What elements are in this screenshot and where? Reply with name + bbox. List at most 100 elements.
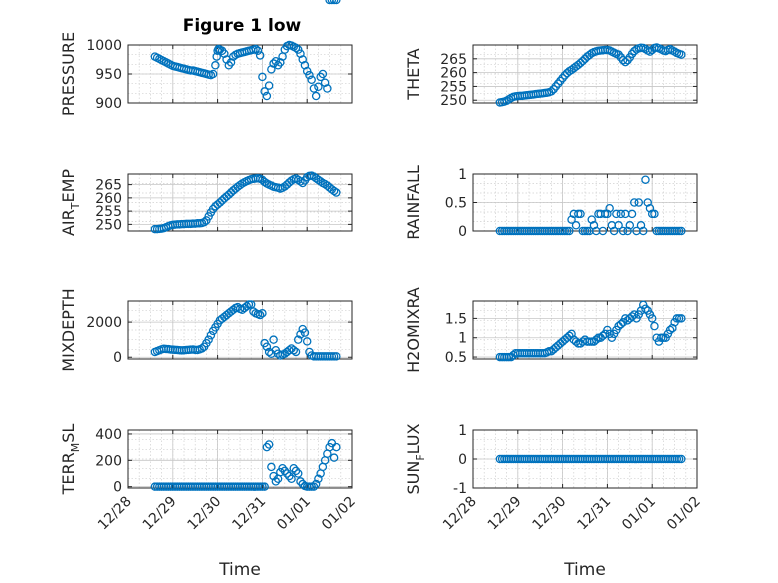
data-point (614, 221, 623, 230)
data-point (289, 463, 299, 473)
x-tick-label: 12/31 (229, 494, 269, 534)
series-h2omixra (495, 300, 686, 362)
y-axis-label: RAINFALL (404, 165, 423, 240)
data-point (547, 87, 556, 96)
data-point (625, 221, 635, 230)
y-axis-label: MIXDEPTH (59, 288, 78, 371)
data-point (271, 477, 281, 486)
series-rainfall (495, 175, 686, 236)
data-point (650, 209, 659, 219)
data-point (677, 314, 686, 323)
y-tick-label: 260 (95, 191, 122, 207)
data-point (264, 440, 274, 449)
data-point (609, 226, 619, 236)
y-tick-label: 1000 (86, 38, 122, 54)
series-pressure (150, 0, 341, 101)
data-point (641, 175, 650, 184)
subplot-rainfall: 0 0.5 1 RAINFALL (404, 165, 698, 240)
x-tick-label: 01/02 (664, 494, 704, 534)
y-tick-label: 0 (458, 224, 467, 240)
data-point (222, 192, 231, 201)
data-point (677, 454, 686, 464)
data-point (677, 226, 686, 236)
data-point (307, 75, 316, 85)
data-point (211, 61, 220, 70)
data-point (278, 463, 287, 473)
y-axis-label: H2OMIXRA (404, 287, 423, 373)
data-point (293, 469, 303, 478)
data-point (647, 314, 657, 323)
data-point (665, 325, 675, 335)
x-axis-label: Time (218, 560, 261, 580)
series-mixdepth (150, 300, 341, 361)
y-tick-label: 0.5 (445, 350, 467, 366)
data-point (571, 221, 581, 230)
data-point (255, 310, 265, 320)
y-tick-label: 2000 (86, 315, 122, 331)
data-point (282, 469, 292, 478)
data-point (623, 226, 632, 236)
data-point (262, 442, 272, 452)
figure-title: Figure 1 low (183, 16, 302, 36)
data-point (618, 226, 628, 236)
data-point (585, 50, 594, 60)
data-point (314, 82, 323, 92)
data-point (616, 209, 626, 219)
data-point (332, 0, 341, 5)
series-theta (495, 43, 686, 107)
data-point (255, 51, 265, 60)
data-point (309, 482, 319, 491)
data-point (208, 204, 218, 214)
data-point (645, 203, 655, 213)
y-axis-label: THETA (404, 48, 423, 100)
data-point (269, 335, 278, 344)
data-point (565, 226, 574, 236)
y-tick-label: -1 (453, 481, 467, 497)
data-point (311, 479, 321, 489)
data-point (576, 209, 585, 219)
data-point (630, 198, 639, 207)
data-point (634, 198, 644, 207)
data-point (329, 453, 339, 462)
data-point (291, 347, 301, 357)
y-tick-label: 900 (95, 96, 122, 112)
data-point (289, 345, 299, 355)
data-point (332, 442, 341, 452)
data-point (197, 344, 207, 353)
data-point (316, 177, 325, 186)
data-point (271, 56, 281, 66)
data-point (258, 72, 267, 82)
data-point (638, 226, 648, 236)
data-point (291, 466, 301, 476)
data-point (291, 43, 301, 53)
data-point (314, 474, 323, 484)
x-tick-label: 12/28 (440, 494, 480, 534)
data-point (206, 331, 216, 340)
data-point (332, 188, 341, 197)
y-tick-label: 1 (458, 167, 467, 183)
data-point (253, 46, 263, 56)
data-point (242, 302, 251, 311)
data-point (212, 52, 221, 61)
data-point (199, 218, 209, 227)
x-tick-label: 12/30 (185, 494, 225, 534)
y-tick-label: 1 (458, 423, 467, 439)
data-point (264, 81, 274, 90)
data-point (204, 335, 213, 344)
data-point (305, 70, 314, 80)
axes-box (127, 300, 353, 360)
axes-box (472, 300, 698, 360)
data-point (616, 319, 626, 329)
subplot-sun_flux: -1 0 1 SUNFLUX 12/28 12/29 12/30 12/31 01/01 01/0… (404, 423, 704, 580)
y-tick-label: 1.5 (445, 311, 467, 327)
y-tick-label: 0.5 (445, 196, 467, 212)
data-point (208, 69, 218, 79)
data-point (587, 215, 596, 224)
y-tick-label: 255 (440, 79, 467, 95)
y-tick-label: 265 (440, 52, 467, 68)
data-point (650, 321, 659, 331)
y-axis-label: PRESSURE (59, 32, 78, 116)
data-point (280, 466, 290, 476)
y-tick-label: 1 (458, 331, 467, 347)
